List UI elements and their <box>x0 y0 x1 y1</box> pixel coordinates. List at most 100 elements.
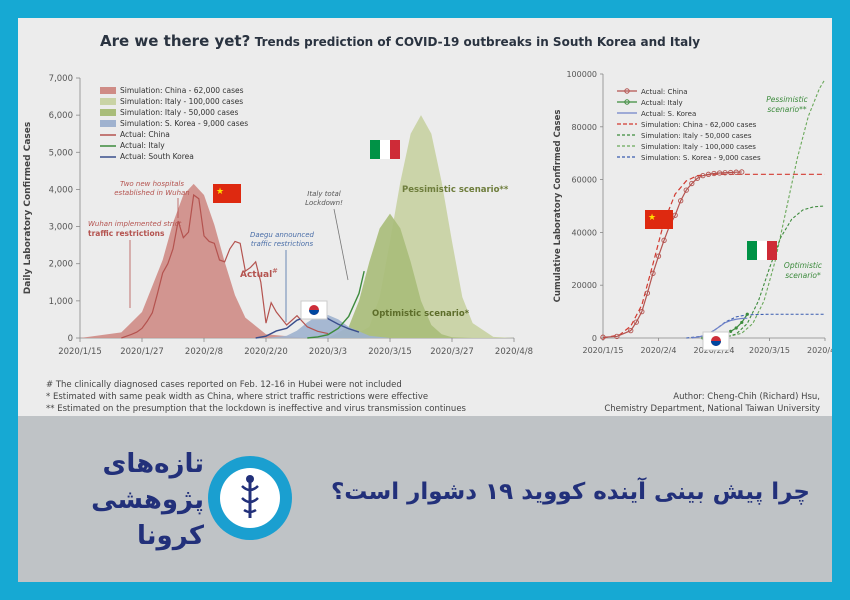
actual-china-point <box>633 319 639 325</box>
actual-china-point <box>639 308 645 315</box>
actual-china-point <box>727 169 734 176</box>
annot-optimistic-2: scenario* <box>785 271 821 280</box>
korea-flag-taegeuk-blue <box>711 341 721 346</box>
annot-wuhan-1: Wuhan implemented strict <box>88 220 182 228</box>
korea-flag-taegeuk-blue <box>309 310 319 315</box>
actual-china-point <box>644 290 651 296</box>
x-tick-label: 2020/3/15 <box>368 347 412 357</box>
actual-china-point <box>739 169 745 175</box>
legend-label: Actual: South Korea <box>120 152 194 161</box>
korea-flag-icon <box>702 331 730 351</box>
china-flag-star: ★ <box>216 187 224 197</box>
daily-cases-chart: 0 1,000 2,000 3,000 4,000 5,000 6,000 7,000 2020… <box>23 74 533 357</box>
y-tick-label: 3,000 <box>49 223 73 233</box>
y-tick-label: 2,000 <box>49 260 73 270</box>
legend-label: Simulation: China - 62,000 cases <box>120 86 244 95</box>
actual-china-point <box>689 180 695 187</box>
sim-china-line <box>602 173 825 339</box>
legend-label: Simulation: Italy - 100,000 cases <box>120 97 243 106</box>
y-tick-label: 6,000 <box>49 111 73 121</box>
annot-pessimistic-2: scenario** <box>767 105 807 114</box>
y-tick-label: 80000 <box>572 123 597 132</box>
y-tick-label: 0 <box>592 334 597 343</box>
y-tick-label: 5,000 <box>49 148 73 158</box>
actual-china-point <box>614 333 620 340</box>
annot-optimistic: Optimistic scenario* <box>372 309 470 319</box>
y-tick-label: 100000 <box>566 70 597 79</box>
legend-swatch <box>100 98 116 105</box>
china-flag-field <box>645 210 673 229</box>
y-tick-label: 40000 <box>572 228 597 237</box>
annot-optimistic-1: Optimistic <box>784 261 823 270</box>
actual-china-point <box>722 170 728 176</box>
x-tick-label: 2020/1/15 <box>582 346 623 355</box>
legend-label: Simulation: S. Korea - 9,000 cases <box>120 119 248 128</box>
actual-china-point <box>705 171 712 177</box>
china-flag-field <box>213 184 241 203</box>
author-line-1: Author: Cheng-Chih (Richard) Hsu, <box>673 392 820 402</box>
annot-hospitals-2: established in Wuhan <box>114 189 190 197</box>
actual-italy-point <box>740 320 744 325</box>
x-tick-label: 2020/1/27 <box>120 347 164 357</box>
logo-text-line-1: تازه‌های <box>102 449 204 479</box>
actual-china-point <box>716 170 723 176</box>
annot-pessimistic: Pessimistic scenario** <box>402 185 509 195</box>
x-tick-label: 2020/4/4 <box>807 346 832 355</box>
legend-label: Simulation: Italy - 50,000 cases <box>120 108 238 117</box>
actual-china-point <box>650 270 656 276</box>
actual-china-point <box>600 334 606 340</box>
y-tick-label: 0 <box>68 334 73 344</box>
x-tick-label: 2020/3/27 <box>430 347 474 357</box>
caduceus-icon <box>241 475 259 518</box>
actual-china-point <box>655 253 662 259</box>
y-tick-label: 60000 <box>572 176 597 185</box>
legend-label: Actual: Italy <box>641 99 683 107</box>
italy-flag-white <box>757 241 767 260</box>
legend-label: Simulation: S. Korea - 9,000 cases <box>641 154 761 162</box>
y-tick-label: 20000 <box>572 281 597 290</box>
y-tick-label: 1,000 <box>49 297 73 307</box>
legend-swatch <box>100 109 116 116</box>
annot-actual-hash: # <box>272 267 278 275</box>
x-tick-label: 2020/4/8 <box>495 347 533 357</box>
y-axis-label: Daily Laboratory Confirmed Cases <box>23 122 33 294</box>
x-tick-label: 2020/1/15 <box>58 347 102 357</box>
actual-italy-point <box>734 326 738 330</box>
legend-swatch <box>100 120 116 127</box>
title-main: Are we there yet? <box>100 32 251 50</box>
actual-korea-line <box>691 317 748 339</box>
actual-italy-line <box>307 270 365 339</box>
y-tick-label: 7,000 <box>49 74 73 84</box>
annot-italy-1: Italy total <box>307 190 340 198</box>
actual-china-point <box>683 187 689 193</box>
x-tick-label: 2020/3/15 <box>749 346 790 355</box>
annot-pessimistic-1: Pessimistic <box>766 95 808 104</box>
y-tick-label: 4,000 <box>49 185 73 195</box>
china-flag-icon: ★ <box>645 210 673 229</box>
actual-china-point <box>711 170 717 177</box>
legend-label: Actual: China <box>641 88 688 96</box>
x-tick-label: 2020/2/20 <box>244 347 288 357</box>
footnote-3: ** Estimated on the presumption that the… <box>46 404 466 414</box>
italy-flag-red <box>390 140 400 159</box>
korea-flag-icon <box>300 300 328 320</box>
legend-label: Actual: China <box>120 130 170 139</box>
actual-china-line <box>602 171 742 338</box>
italy-flag-white <box>380 140 390 159</box>
sim-italy-50k-line <box>702 205 826 339</box>
actual-china-line <box>121 193 329 339</box>
chart-panel: Are we there yet? Trends prediction of C… <box>18 18 832 416</box>
annot-italy-2: Lockdown! <box>305 199 343 207</box>
annot-hospitals-1: Two new hospitals <box>120 180 184 188</box>
sim-italy-100k-line <box>702 78 826 339</box>
logo-emblem-icon <box>208 456 292 540</box>
footnote-2: * Estimated with same peak width as Chin… <box>46 392 429 402</box>
persian-title: چرا پیش بینی آینده کووید ۱۹ دشوار است؟ <box>330 479 810 505</box>
actual-china-point <box>661 237 667 243</box>
legend-label: Actual: Italy <box>120 141 165 150</box>
actual-china-point <box>733 169 739 175</box>
footnote-1: # The clinically diagnosed cases reporte… <box>46 380 402 390</box>
china-flag-star: ★ <box>648 213 656 223</box>
y-axis-label: Cumulative Laboratory Confirmed Cases <box>553 110 563 303</box>
